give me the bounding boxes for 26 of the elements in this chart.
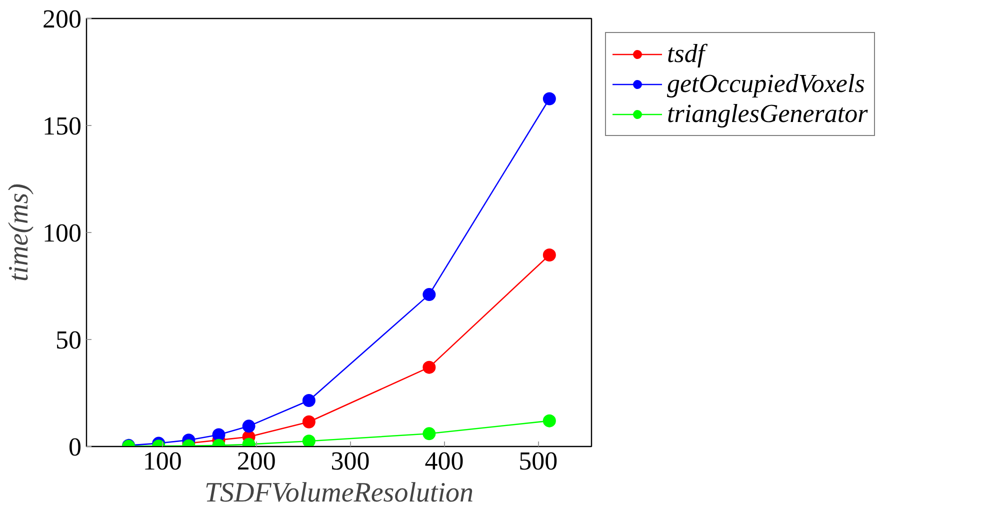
point [422, 288, 436, 302]
point [542, 92, 556, 106]
point [542, 414, 556, 428]
x-tick-label: 400 [424, 446, 464, 476]
point [302, 434, 316, 446]
point [302, 394, 316, 407]
point [422, 427, 436, 440]
x-tick-label: 200 [236, 446, 276, 476]
point [242, 420, 256, 433]
y-tick-label: 50 [56, 326, 82, 354]
x-axis-title: TSDFVolumeResolution [204, 478, 474, 508]
x-tick-label: 500 [518, 446, 558, 476]
legend-label: getOccupiedVoxels [667, 69, 865, 99]
x-tick-label: 300 [330, 446, 370, 476]
legend-label: trianglesGenerator [667, 99, 868, 129]
x-tick-label: 100 [142, 446, 182, 476]
point [422, 360, 436, 374]
point [302, 415, 316, 428]
y-tick-label: 200 [42, 4, 82, 34]
y-tick-label: 100 [42, 218, 82, 248]
point [542, 248, 556, 262]
y-axis-title: time(ms) [4, 184, 34, 282]
y-tick-label: 0 [68, 432, 82, 462]
y-tick-label: 150 [42, 112, 82, 140]
legend-label: tsdf [667, 39, 705, 69]
point [212, 428, 226, 442]
